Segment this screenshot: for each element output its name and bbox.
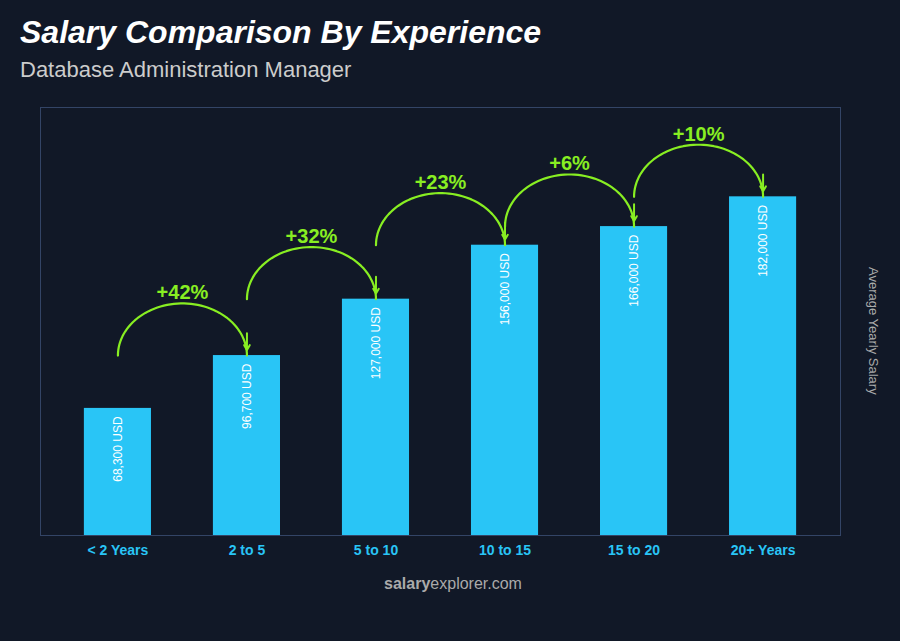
- svg-text:+32%: +32%: [286, 225, 338, 247]
- svg-text:+23%: +23%: [415, 171, 467, 193]
- svg-text:+6%: +6%: [549, 152, 590, 174]
- html-text:salary explorer.com: salary explorer.com: [384, 575, 522, 592]
- svg-text:+10%: +10%: [673, 123, 725, 145]
- svg-text:182,000 USD: 182,000 USD: [756, 204, 770, 276]
- svg-text:< 2 Years: < 2 Years: [87, 542, 148, 558]
- svg-text:15 to 20: 15 to 20: [608, 542, 660, 558]
- svg-text:20+ Years: 20+ Years: [731, 542, 796, 558]
- html-text:Database Administration Manage: Database Administration Manager: [20, 57, 352, 82]
- svg-text:2 to 5: 2 to 5: [229, 542, 266, 558]
- svg-text:166,000 USD: 166,000 USD: [627, 234, 641, 306]
- html-text:Salary Comparison By Experienc: Salary Comparison By Experience: [20, 14, 542, 50]
- svg-text:96,700 USD: 96,700 USD: [240, 363, 254, 429]
- html-text:Average Yearly Salary: Average Yearly Salary: [866, 267, 881, 395]
- svg-text:5 to 10: 5 to 10: [354, 542, 399, 558]
- svg-text:10 to 15: 10 to 15: [479, 542, 531, 558]
- svg-text:156,000 USD: 156,000 USD: [498, 253, 512, 325]
- svg-text:+42%: +42%: [157, 281, 209, 303]
- svg-text:68,300 USD: 68,300 USD: [111, 416, 125, 482]
- svg-text:127,000 USD: 127,000 USD: [369, 307, 383, 379]
